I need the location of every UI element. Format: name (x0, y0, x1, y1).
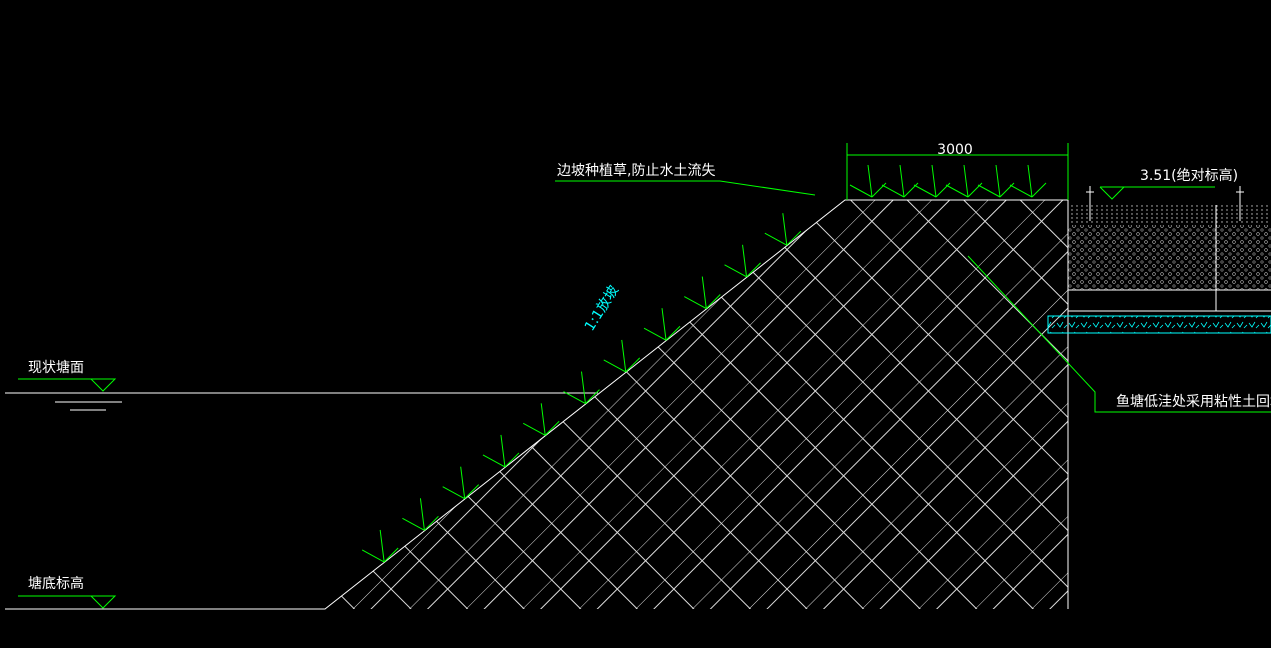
planting-note: 边坡种植草,防止水土流失 (557, 163, 715, 179)
grass-symbol (1009, 164, 1047, 198)
grass-symbol (643, 308, 681, 341)
grass-symbol (724, 244, 761, 278)
elevation-symbol (18, 595, 117, 609)
grass-symbol (913, 164, 951, 198)
embankment-hatch (325, 200, 1068, 609)
grass-symbol (402, 498, 439, 531)
dimension-line (846, 143, 1069, 200)
grass-symbol (442, 466, 480, 500)
pavement-layer (1068, 225, 1271, 290)
backfill-note: 鱼塘低洼处采用粘性土回填 (1116, 393, 1271, 410)
pavement-layer (1068, 205, 1271, 225)
surface-label: 现状塘面 (28, 360, 84, 376)
cushion-layer (1047, 315, 1271, 334)
curb (1086, 186, 1244, 221)
grass-symbol (522, 403, 560, 436)
elevation-label: 3.51(绝对标高) (1140, 167, 1238, 184)
grass-symbol (764, 213, 802, 246)
leader (967, 255, 1271, 413)
bottom-label: 塘底标高 (28, 575, 84, 592)
grass-symbol (603, 339, 641, 373)
elevation-symbol (18, 378, 117, 392)
grass-symbol (684, 276, 721, 309)
elevation-symbol (1099, 186, 1215, 200)
grass-symbols (361, 164, 1047, 563)
grass-symbol (849, 164, 887, 198)
grass-symbol (881, 164, 919, 198)
grass-symbol (361, 529, 399, 563)
dimension-text: 3000 (937, 142, 973, 158)
grass-symbol (482, 434, 520, 468)
grass-symbol (977, 164, 1015, 198)
embankment-outline (5, 199, 1069, 610)
grass-symbol (563, 371, 600, 405)
leader (555, 180, 816, 196)
grass-symbol (945, 164, 983, 198)
